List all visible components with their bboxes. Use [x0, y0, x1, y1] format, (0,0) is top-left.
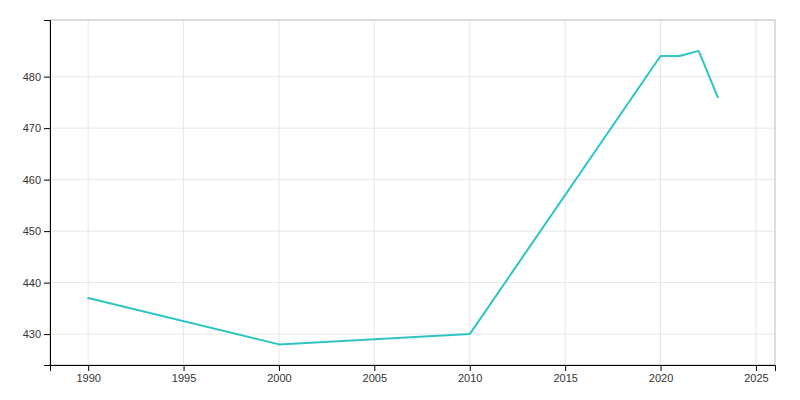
- x-tick: 2015: [553, 365, 577, 384]
- y-tick: 440: [23, 277, 50, 289]
- y-tick-mark: [44, 283, 50, 284]
- chart: 1990 1995 2000 2005 2010 2015 2020 2025 430 440 45…: [0, 0, 800, 400]
- grid-line-y: [50, 128, 775, 129]
- x-tick-label: 2025: [744, 372, 768, 384]
- x-tick-mark: [470, 365, 471, 371]
- y-tick-label: 470: [23, 122, 41, 134]
- grid-line-y: [50, 179, 775, 180]
- grid-line-y: [50, 334, 775, 335]
- x-tick-label: 2020: [649, 372, 673, 384]
- x-tick-mark: [88, 365, 89, 371]
- y-tick-mark: [44, 77, 50, 78]
- grid-line-x: [565, 20, 566, 365]
- grid-line-y: [50, 282, 775, 283]
- y-tick-mark: [44, 180, 50, 181]
- x-tick-label: 2015: [553, 372, 577, 384]
- x-tick-label: 2010: [458, 372, 482, 384]
- line: [88, 51, 718, 345]
- y-tick: 430: [23, 328, 50, 340]
- y-axis-line: [44, 21, 51, 366]
- x-axis: 1990 1995 2000 2005 2010 2015 2020 2025: [51, 365, 776, 384]
- grid-line-x: [88, 20, 89, 365]
- x-tick-label: 1995: [172, 372, 196, 384]
- grid-line-x: [278, 20, 279, 365]
- y-tick-label: 460: [23, 174, 41, 186]
- x-tick-mark: [565, 365, 566, 371]
- grid-line-x: [374, 20, 375, 365]
- y-tick: 460: [23, 174, 50, 186]
- y-tick-mark: [44, 231, 50, 232]
- x-tick: 2020: [649, 365, 673, 384]
- x-tick: 2010: [458, 365, 482, 384]
- x-tick: 2025: [744, 365, 768, 384]
- y-tick-mark: [44, 128, 50, 129]
- x-axis-line: [51, 366, 776, 372]
- grid-line-x: [183, 20, 184, 365]
- plot-frame: [50, 20, 775, 365]
- y-tick: 450: [23, 225, 50, 237]
- series: [88, 51, 718, 345]
- x-tick-mark: [279, 365, 280, 371]
- x-tick-mark: [374, 365, 375, 371]
- x-tick-mark: [184, 365, 185, 371]
- grid-line-x: [660, 20, 661, 365]
- y-tick-label: 430: [23, 328, 41, 340]
- grid-line-y: [50, 231, 775, 232]
- x-tick-mark: [756, 365, 757, 371]
- y-tick-label: 450: [23, 225, 41, 237]
- x-tick-label: 2005: [363, 372, 387, 384]
- x-tick-label: 2000: [267, 372, 291, 384]
- grid: [50, 20, 775, 365]
- grid-line-x: [469, 20, 470, 365]
- plot-area: 1990 1995 2000 2005 2010 2015 2020 2025 430 440 45…: [23, 20, 776, 384]
- y-tick-mark: [44, 334, 50, 335]
- grid-line-x: [755, 20, 756, 365]
- x-tick-mark: [661, 365, 662, 371]
- y-tick-label: 440: [23, 277, 41, 289]
- x-tick: 2005: [363, 365, 387, 384]
- x-tick: 2000: [267, 365, 291, 384]
- x-tick: 1995: [172, 365, 196, 384]
- y-axis: 430 440 450 460 470 480: [23, 21, 51, 366]
- y-tick: 470: [23, 122, 50, 134]
- x-tick-label: 1990: [76, 372, 100, 384]
- y-tick: 480: [23, 71, 50, 83]
- y-tick-label: 480: [23, 71, 41, 83]
- grid-line-y: [50, 76, 775, 77]
- x-tick: 1990: [76, 365, 100, 384]
